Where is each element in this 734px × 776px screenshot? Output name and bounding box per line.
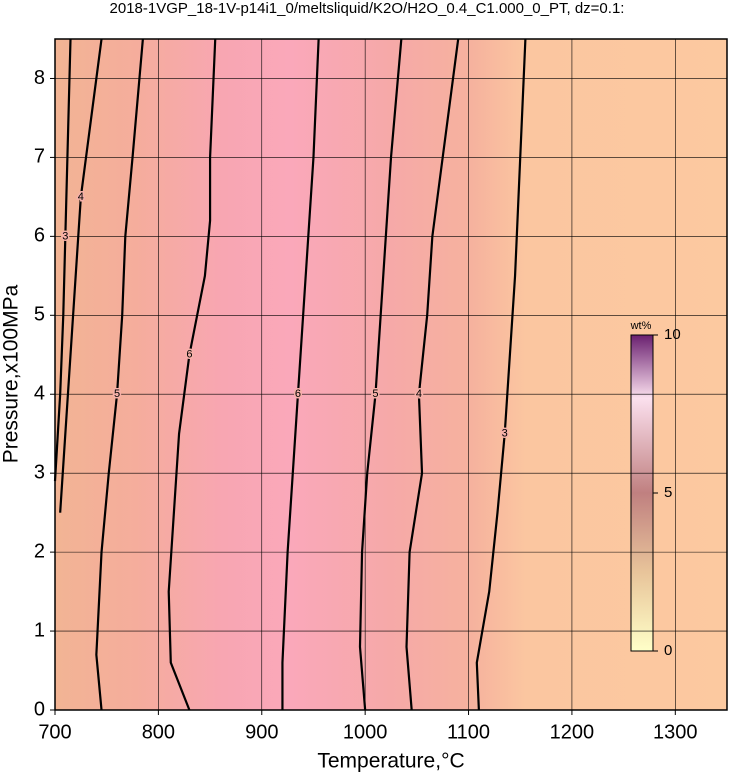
contour-line xyxy=(95,38,144,711)
y-tick-label: 4 xyxy=(34,383,45,405)
x-axis-label: Temperature,°C xyxy=(317,750,464,773)
plot-area xyxy=(55,39,727,710)
x-tick-label: 1000 xyxy=(343,721,388,743)
contour-line xyxy=(167,38,217,711)
y-tick-label: 5 xyxy=(34,304,45,326)
x-tick-label: 1200 xyxy=(550,721,595,743)
chart-title: 2018-1VGP_18-1V-p14i1_0/meltsliquid/K2O/… xyxy=(110,0,625,17)
x-tick-label: 1100 xyxy=(447,721,490,743)
contour-line xyxy=(59,38,103,513)
y-tick-label: 0 xyxy=(34,698,45,720)
contour-line xyxy=(405,38,460,711)
contour-label: 4 xyxy=(416,388,422,400)
y-tick-label: 1 xyxy=(34,619,45,641)
contour-label: 3 xyxy=(502,428,508,440)
contour-line xyxy=(281,38,320,710)
colorbar-label: wt% xyxy=(630,320,652,332)
y-tick-label: 8 xyxy=(34,67,45,89)
contour-label: 6 xyxy=(186,349,192,361)
plot-frame xyxy=(54,38,728,711)
colorbar-tick-label: 0 xyxy=(664,642,672,659)
x-tick-label: 900 xyxy=(245,721,278,743)
colorbar-tick-label: 10 xyxy=(664,326,681,343)
y-axis-label: Pressure,x100MPa xyxy=(0,284,23,463)
contour-label: 4 xyxy=(78,191,84,203)
contour-label: 6 xyxy=(295,388,301,400)
contour-label: 3 xyxy=(62,230,68,242)
contour-line xyxy=(53,38,72,482)
x-tick-label: 1300 xyxy=(653,721,698,743)
y-tick-label: 6 xyxy=(34,225,45,247)
contour-label: 5 xyxy=(372,388,378,400)
y-tick-label: 7 xyxy=(34,146,45,168)
colorbar xyxy=(630,334,654,652)
y-tick-label: 2 xyxy=(34,540,45,562)
x-tick-label: 800 xyxy=(142,721,175,743)
contour-line xyxy=(358,38,403,711)
y-tick-label: 3 xyxy=(34,461,45,483)
contour-line xyxy=(475,38,527,711)
colorbar-tick-label: 5 xyxy=(664,484,672,501)
x-tick-label: 700 xyxy=(38,721,71,743)
contour-label: 5 xyxy=(114,388,120,400)
